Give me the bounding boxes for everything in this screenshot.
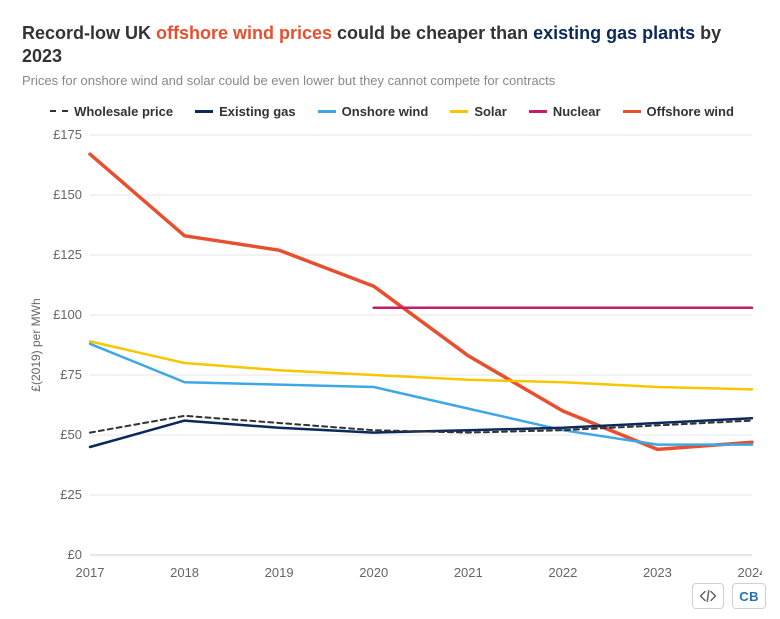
title-gas: existing gas plants xyxy=(533,23,695,43)
brand-badge[interactable]: CB xyxy=(732,583,766,609)
legend-item: Wholesale price xyxy=(50,104,173,119)
legend-label: Existing gas xyxy=(219,104,296,119)
title-pre: Record-low UK xyxy=(22,23,156,43)
footer-badges: CB xyxy=(692,583,766,609)
x-tick-label: 2021 xyxy=(454,565,483,580)
y-tick-label: £75 xyxy=(60,367,82,382)
x-tick-label: 2019 xyxy=(265,565,294,580)
legend-item: Onshore wind xyxy=(318,104,429,119)
chart-title: Record-low UK offshore wind prices could… xyxy=(22,22,762,69)
y-tick-label: £125 xyxy=(53,247,82,262)
legend-swatch xyxy=(318,110,336,113)
legend-item: Solar xyxy=(450,104,507,119)
code-icon xyxy=(699,589,717,603)
title-mid: could be cheaper than xyxy=(332,23,533,43)
legend-item: Nuclear xyxy=(529,104,601,119)
x-tick-label: 2023 xyxy=(643,565,672,580)
legend-item: Offshore wind xyxy=(623,104,734,119)
legend-label: Offshore wind xyxy=(647,104,734,119)
x-tick-label: 2018 xyxy=(170,565,199,580)
x-tick-label: 2017 xyxy=(76,565,105,580)
legend-label: Nuclear xyxy=(553,104,601,119)
y-tick-label: £150 xyxy=(53,187,82,202)
legend-swatch xyxy=(50,110,68,112)
x-tick-label: 2022 xyxy=(548,565,577,580)
embed-button[interactable] xyxy=(692,583,724,609)
title-offshore: offshore wind prices xyxy=(156,23,332,43)
y-tick-label: £175 xyxy=(53,129,82,142)
y-tick-label: £100 xyxy=(53,307,82,322)
legend-swatch xyxy=(450,110,468,113)
y-tick-label: £50 xyxy=(60,427,82,442)
legend-swatch xyxy=(623,110,641,113)
series-line xyxy=(90,154,752,449)
legend-swatch xyxy=(529,110,547,113)
legend-swatch xyxy=(195,110,213,113)
legend-label: Onshore wind xyxy=(342,104,429,119)
legend-label: Wholesale price xyxy=(74,104,173,119)
legend: Wholesale price Existing gas Onshore wind S… xyxy=(22,104,762,119)
series-line xyxy=(90,344,752,445)
y-tick-label: £25 xyxy=(60,487,82,502)
legend-label: Solar xyxy=(474,104,507,119)
x-tick-label: 2024 xyxy=(738,565,762,580)
chart-subtitle: Prices for onshore wind and solar could … xyxy=(22,73,762,88)
x-tick-label: 2020 xyxy=(359,565,388,580)
y-axis-label: £(2019) per MWh xyxy=(29,298,43,391)
line-chart: £0 £25 £50 £75 £100 £125 £150 £175 2017 2018 2019 2… xyxy=(22,129,762,599)
y-tick-label: £0 xyxy=(68,547,82,562)
legend-item: Existing gas xyxy=(195,104,296,119)
chart-canvas: £0 £25 £50 £75 £100 £125 £150 £175 2017 2018 2019 2… xyxy=(22,129,762,599)
